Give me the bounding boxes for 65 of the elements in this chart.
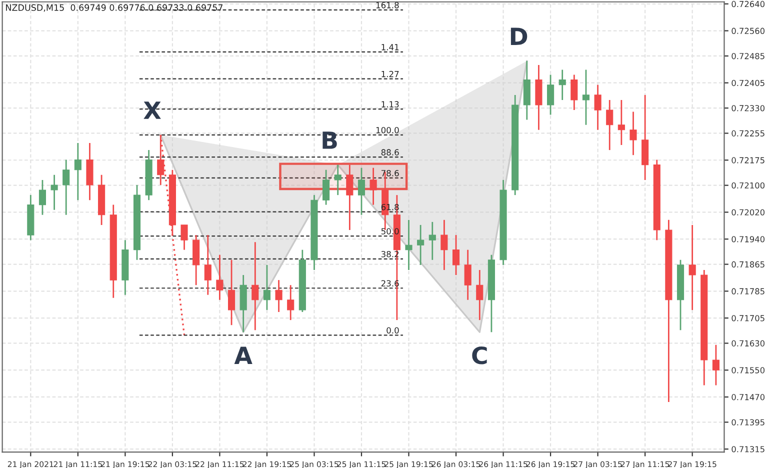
candlestick	[252, 241, 259, 331]
annotation: 1.41	[382, 44, 399, 50]
annotation: 1.27	[382, 70, 399, 78]
candlestick	[275, 279, 282, 313]
candlestick	[582, 69, 590, 126]
y-tick-label: 0.71785	[732, 288, 764, 294]
data-label: B	[322, 132, 337, 149]
candlestick	[180, 224, 188, 251]
y-tick-label: 0.71940	[732, 236, 765, 242]
annotation: 88.6	[381, 149, 399, 156]
candlestick	[216, 254, 224, 301]
candlestick	[618, 99, 625, 146]
y-tick-label: 0.72405	[732, 80, 764, 86]
y-tick-label: 0.72560	[732, 28, 765, 34]
candlestick	[594, 84, 602, 131]
candlestick	[358, 167, 366, 216]
candlestick	[606, 99, 614, 151]
y-tick-label: 0.71630	[732, 340, 765, 346]
candlestick	[452, 234, 460, 276]
candlestick	[62, 159, 70, 216]
candlestick	[476, 269, 484, 321]
y-tick-label: 0.72485	[732, 52, 764, 60]
candlestick	[570, 74, 578, 111]
y-tick-label: 0.72175	[732, 157, 764, 164]
candlestick	[322, 169, 330, 206]
candlestick	[558, 69, 566, 101]
candlestick	[370, 167, 377, 206]
data-label: A	[234, 346, 252, 364]
annotation: 100.0	[376, 127, 399, 134]
candlestick	[712, 344, 720, 386]
candlestick	[204, 234, 212, 296]
candlestick	[405, 219, 412, 271]
y-tick-label: 0.71705	[732, 315, 764, 322]
chart-title: NZDUSD,M15 0.69749 0.69776 0.69733 0.69757	[6, 4, 223, 12]
candlestick	[334, 164, 342, 196]
candlestick	[417, 224, 424, 266]
y-tick-label: 0.72330	[732, 105, 765, 112]
candlestick	[547, 74, 554, 116]
y-tick-label: 0.72640	[732, 0, 765, 8]
annotation: 0.0	[386, 327, 399, 334]
candlestick	[228, 259, 236, 326]
candlestick	[74, 142, 82, 201]
y-tick-label: 0.71470	[732, 394, 765, 400]
candlestick	[287, 284, 294, 321]
y-tick-label: 0.72100	[732, 182, 765, 189]
y-tick-label: 0.71865	[732, 261, 764, 268]
candlestick	[38, 179, 46, 216]
candlestick	[346, 164, 354, 231]
y-tick-label: 0.71395	[732, 419, 764, 426]
data-label: C	[472, 346, 487, 364]
candlestick	[464, 249, 472, 301]
y-tick-label: 0.71315	[732, 446, 764, 452]
y-tick-label: 0.72255	[732, 130, 764, 136]
candlestick	[630, 111, 637, 156]
y-tick-label: 0.72020	[732, 209, 765, 216]
candlestick	[688, 224, 696, 311]
data-label: D	[510, 28, 528, 45]
candlestick	[440, 219, 448, 271]
candlestick	[263, 264, 270, 311]
annotation: 78.6	[381, 170, 399, 176]
candlestick	[428, 221, 436, 261]
annotation: 1.13	[382, 101, 399, 108]
y-tick-label: 0.71550	[732, 367, 765, 374]
annotation: 161.8	[376, 2, 399, 8]
candlestick	[50, 174, 58, 211]
